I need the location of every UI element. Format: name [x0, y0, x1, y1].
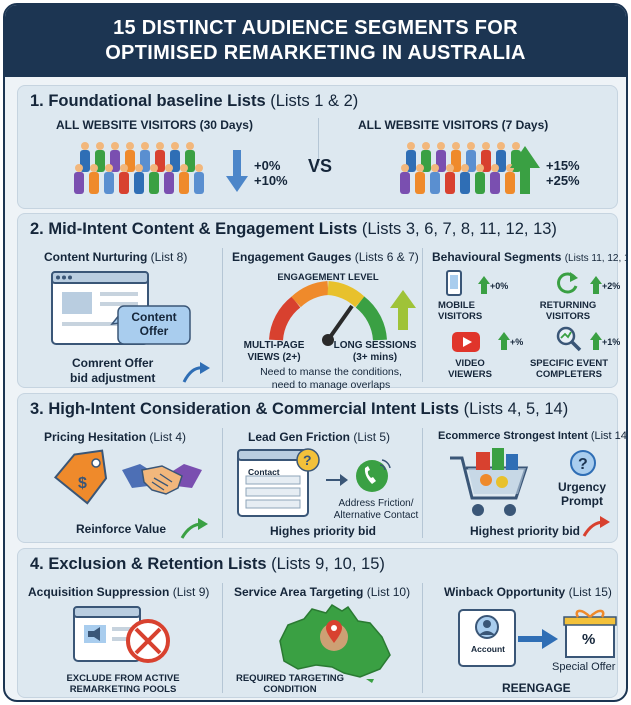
divider	[422, 583, 423, 693]
phone-icon	[356, 459, 391, 492]
video-viewers-label: VIDEO VIEWERS	[448, 358, 492, 380]
behavioural-segments-label: Behavioural Segments (Lists 11, 12, 13)	[432, 250, 626, 264]
header-title-line1: 15 DISTINCT AUDIENCE SEGMENTS FOR	[113, 17, 518, 39]
event-pct: +1%	[602, 337, 621, 347]
gauge-icon	[269, 281, 387, 346]
returning-pct: +2%	[602, 281, 621, 291]
section-title: 1. Foundational baseline Lists (Lists 1 …	[30, 92, 359, 110]
mobile-pct: +0%	[490, 281, 509, 291]
question-icon: ?	[570, 450, 596, 476]
browser-window-icon	[51, 271, 191, 345]
account-label: Account	[471, 644, 505, 654]
special-offer-label: Special Offer	[552, 661, 616, 673]
urgency-prompt-label: Urgency Prompt	[557, 480, 607, 508]
service-area-label: Service Area Targeting (List 10)	[234, 585, 411, 599]
highest-priority-caption: Highest priority bid	[470, 524, 581, 538]
trend-arrow-icon	[182, 362, 210, 383]
right-arrow-icon	[518, 629, 558, 649]
australia-map-icon	[279, 604, 391, 683]
divider	[318, 118, 319, 166]
vs-label: VS	[308, 156, 333, 176]
reinforce-value-caption: Reinforce Value	[76, 522, 167, 536]
gauge-title: ENGAGEMENT LEVEL	[277, 272, 379, 283]
exclude-caption: EXCLUDE FROM ACTIVE REMARKETING POOLS	[66, 673, 180, 695]
svg-text:$: $	[78, 475, 87, 492]
gauge-note: Need to manse the conditions, need to man…	[260, 366, 402, 391]
account-card-icon	[458, 609, 516, 667]
svg-text:?: ?	[578, 456, 588, 473]
section-title: 4. Exclusion & Retention Lists (Lists 9,…	[30, 555, 385, 573]
video-play-icon	[452, 332, 480, 352]
pct-7-b: +25%	[546, 173, 580, 188]
section-mid-intent: 2. Mid-Intent Content & Engagement Lists…	[17, 213, 626, 391]
gift-box-icon	[563, 609, 617, 658]
section-title: 2. Mid-Intent Content & Engagement Lists…	[30, 220, 557, 238]
pct-30-b: +10%	[254, 173, 288, 188]
down-arrow-icon	[226, 150, 248, 192]
content-offer-caption: Comrent Offer bid adjustment	[70, 356, 156, 385]
divider	[422, 248, 423, 382]
lead-gen-label: Lead Gen Friction (List 5)	[248, 430, 391, 444]
section-foundational: 1. Foundational baseline Lists (Lists 1 …	[17, 85, 618, 209]
form-window-icon: ?	[237, 448, 320, 517]
engagement-gauges-label: Engagement Gauges (Lists 6 & 7)	[232, 250, 419, 264]
mobile-visitors-label: MOBILE VISITORS	[438, 300, 483, 322]
divider	[222, 248, 223, 382]
divider	[422, 428, 423, 538]
targeting-caption: REQUIRED TARGETING CONDITION	[235, 673, 345, 695]
right-arrow-icon	[326, 474, 348, 486]
pricing-hesitation-label: Pricing Hesitation (List 4)	[44, 430, 187, 444]
crowd-icon	[74, 142, 204, 194]
multi-page-views-label: MULTI-PAGE VIEWS (2+)	[243, 340, 305, 363]
section-exclusion: 4. Exclusion & Retention Lists (Lists 9,…	[17, 548, 618, 698]
up-arrow-icon	[390, 290, 416, 330]
price-tag-icon: $	[53, 449, 108, 505]
magnifier-icon	[556, 326, 582, 352]
shopping-cart-icon	[450, 448, 529, 516]
mobile-phone-icon	[446, 270, 462, 296]
specific-event-label: SPECIFIC EVENT COMPLETERS	[529, 358, 609, 380]
visitors-7-label: ALL WEBSITE VISITORS (7 Days)	[358, 118, 549, 132]
percent-label: %	[582, 631, 596, 648]
address-friction-label: Address Friction/Alternative Contact	[333, 498, 419, 521]
ecommerce-label: Ecommerce Strongest Intent (List 14)	[438, 430, 628, 442]
handshake-icon	[122, 464, 202, 495]
header-banner: 15 DISTINCT AUDIENCE SEGMENTS FOR OPTIMI…	[5, 5, 626, 77]
long-sessions-label: LONG SESSIONS (3+ mins)	[333, 340, 417, 363]
green-trend-arrow-icon	[180, 518, 208, 539]
video-pct: +%	[510, 337, 524, 347]
pct-7-a: +15%	[546, 158, 580, 173]
header-title-line2: OPTIMISED REMARKETING IN AUSTRALIA	[105, 42, 526, 64]
acquisition-suppression-label: Acquisition Suppression (List 9)	[28, 585, 210, 599]
highes-priority-caption: Highes priority bid	[270, 524, 377, 538]
green-arrow-icon	[498, 332, 510, 350]
section-title: 3. High-Intent Consideration & Commercia…	[30, 400, 569, 418]
section-high-intent: 3. High-Intent Consideration & Commercia…	[17, 393, 626, 543]
blocked-ad-icon	[73, 606, 170, 663]
up-arrow-icon	[510, 146, 540, 194]
content-nurturing-label: Content Nurturing (List 8)	[44, 250, 188, 264]
refresh-icon	[557, 272, 578, 294]
returning-visitors-label: RETURNING VISITORS	[539, 300, 597, 322]
crowd-icon	[400, 142, 530, 194]
reengage-caption: REENGAGE	[502, 681, 571, 695]
green-arrow-icon	[590, 332, 602, 350]
content-offer-bubble: Content Offer	[131, 310, 177, 338]
winback-label: Winback Opportunity (List 15)	[444, 585, 612, 599]
svg-text:?: ?	[303, 452, 312, 468]
divider	[222, 583, 223, 693]
visitors-30-label: ALL WEBSITE VISITORS (30 Days)	[56, 118, 253, 132]
divider	[222, 428, 223, 538]
green-arrow-icon	[590, 276, 602, 294]
red-trend-arrow-icon	[582, 516, 610, 537]
green-arrow-icon	[478, 276, 490, 294]
contact-form-label: Contact	[248, 467, 280, 477]
pct-30-a: +0%	[254, 158, 281, 173]
infographic-frame: 15 DISTINCT AUDIENCE SEGMENTS FOR OPTIMI…	[3, 3, 628, 702]
